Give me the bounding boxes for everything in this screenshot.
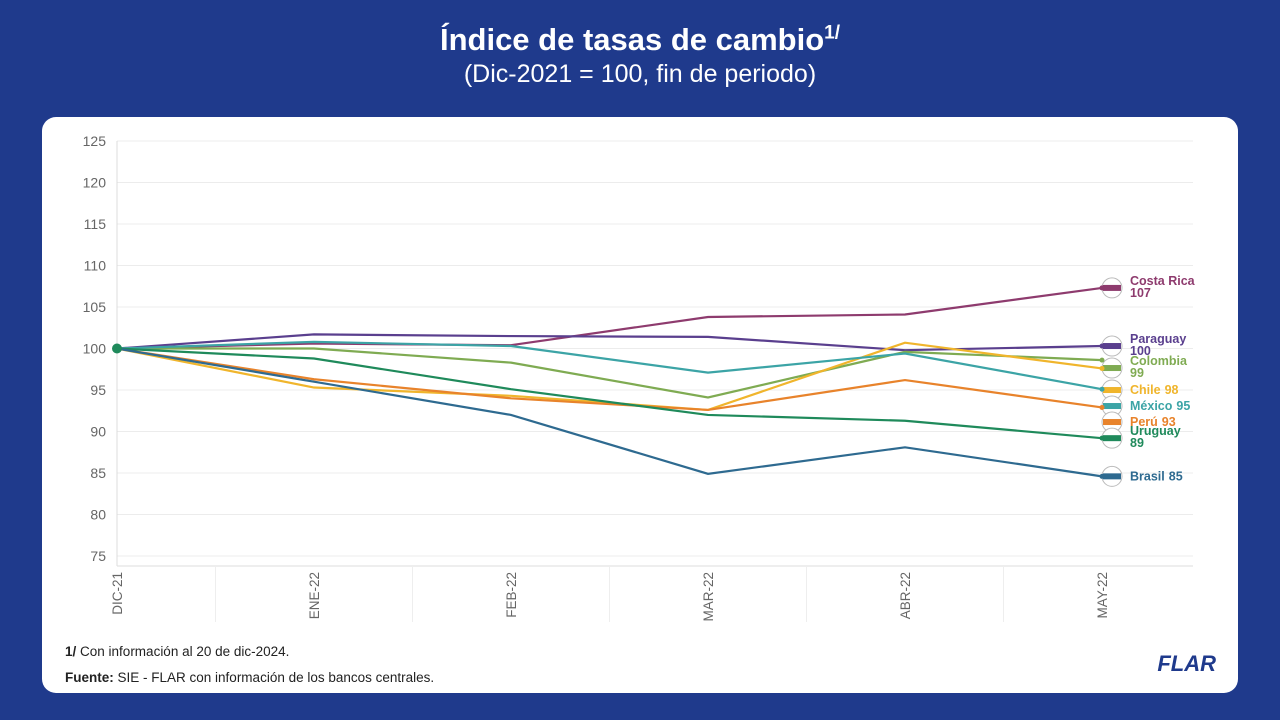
x-tick-label: MAY-22 — [1095, 572, 1110, 619]
end-point — [1099, 357, 1105, 363]
end-label: Uruguay 89 — [1130, 424, 1181, 450]
y-tick-label: 115 — [84, 216, 107, 232]
footnote: 1/ Con información al 20 de dic-2024. — [65, 644, 289, 659]
legend-name: Uruguay — [1130, 424, 1181, 438]
legend-name: Colombia — [1130, 354, 1188, 368]
x-tick-label: DIC-21 — [110, 572, 125, 615]
y-tick-label: 125 — [83, 133, 107, 149]
flag-stripe — [1103, 365, 1121, 372]
y-tick-label: 120 — [83, 175, 107, 191]
flag-stripe — [1103, 473, 1121, 480]
legend-name: México — [1130, 399, 1173, 413]
legend-name: Chile — [1130, 383, 1161, 397]
value-label: 107 — [1130, 286, 1151, 300]
value-label: 89 — [1130, 436, 1144, 450]
y-tick-label: 80 — [90, 507, 106, 523]
end-point — [1099, 435, 1105, 441]
x-tick-label: MAR-22 — [701, 572, 716, 622]
legend-name: Paraguay — [1130, 332, 1186, 346]
flag-stripe — [1103, 419, 1121, 426]
source-text: SIE - FLAR con información de los bancos… — [117, 670, 435, 685]
series-line — [116, 347, 1103, 412]
source-label: Fuente: — [65, 670, 114, 685]
y-tick-label: 105 — [83, 299, 107, 315]
value-label: 100 — [1130, 344, 1151, 358]
end-label: Colombia 99 — [1130, 354, 1188, 380]
footnote-text: Con información al 20 de dic-2024. — [80, 644, 290, 659]
series-line — [116, 340, 1103, 391]
value-label: 98 — [1165, 383, 1179, 397]
series-line — [116, 347, 1103, 478]
start-marker — [112, 343, 122, 354]
x-tick-label: FEB-22 — [504, 572, 519, 618]
end-label: Costa Rica 107 — [1130, 274, 1196, 300]
series-line — [116, 333, 1103, 352]
y-tick-label: 85 — [90, 465, 106, 481]
x-tick-label: ENE-22 — [307, 572, 322, 619]
end-label: Perú 93 — [1130, 415, 1176, 429]
footnote-marker: 1/ — [65, 644, 77, 659]
flag-stripe — [1103, 343, 1121, 350]
y-tick-label: 110 — [84, 258, 107, 274]
flag-stripe — [1103, 387, 1121, 394]
end-point — [1099, 404, 1105, 410]
value-label: 85 — [1169, 469, 1183, 483]
flag-stripe — [1103, 284, 1121, 291]
end-point — [1099, 473, 1105, 479]
end-label: México 95 — [1130, 399, 1190, 413]
header: Índice de tasas de cambio1/ (Dic-2021 = … — [0, 22, 1280, 89]
series-line — [116, 286, 1103, 350]
value-label: 95 — [1176, 399, 1190, 413]
y-tick-label: 95 — [90, 382, 106, 398]
series-line — [117, 347, 1103, 399]
end-point — [1099, 386, 1105, 392]
title: Índice de tasas de cambio1/ — [0, 22, 1280, 58]
end-point — [1099, 365, 1105, 371]
end-label: Brasil 85 — [1130, 469, 1183, 483]
y-tick-label: 75 — [90, 548, 106, 564]
source: Fuente: SIE - FLAR con información de lo… — [65, 670, 434, 685]
legend-name: Brasil — [1130, 469, 1165, 483]
title-note: 1/ — [824, 22, 841, 44]
y-tick-label: 90 — [90, 424, 106, 440]
title-text: Índice de tasas de cambio — [439, 22, 825, 57]
x-tick-label: ABR-22 — [898, 572, 913, 619]
legend-name: Perú — [1130, 415, 1158, 429]
value-label: 93 — [1162, 415, 1176, 429]
end-point — [1099, 285, 1105, 291]
series-line — [116, 347, 1103, 440]
subtitle: (Dic-2021 = 100, fin de periodo) — [463, 60, 817, 88]
logo: FLAR — [1157, 651, 1216, 676]
end-point — [1099, 343, 1105, 349]
value-label: 99 — [1130, 366, 1144, 380]
legend-name: Costa Rica — [1130, 274, 1196, 288]
end-label: Paraguay 100 — [1130, 332, 1186, 358]
flag-stripe — [1103, 435, 1121, 442]
y-tick-label: 100 — [83, 341, 107, 357]
series-line — [116, 341, 1103, 412]
end-label: Chile 98 — [1130, 383, 1179, 397]
flag-stripe — [1103, 403, 1121, 410]
